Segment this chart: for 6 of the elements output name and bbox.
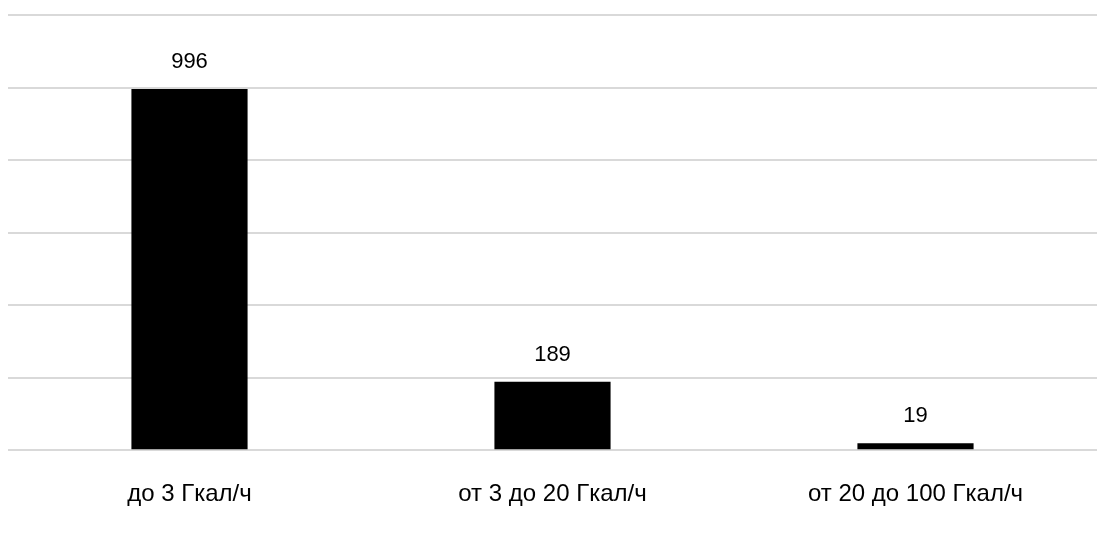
data-label: 996	[171, 48, 208, 74]
x-tick-label: от 20 до 100 Гкал/ч	[807, 479, 1024, 507]
data-label: 19	[903, 402, 928, 428]
data-label: 189	[534, 340, 571, 366]
x-tick-label: от 3 до 20 Гкал/ч	[458, 479, 647, 507]
x-tick-label: до 3 Гкал/ч	[127, 479, 252, 507]
